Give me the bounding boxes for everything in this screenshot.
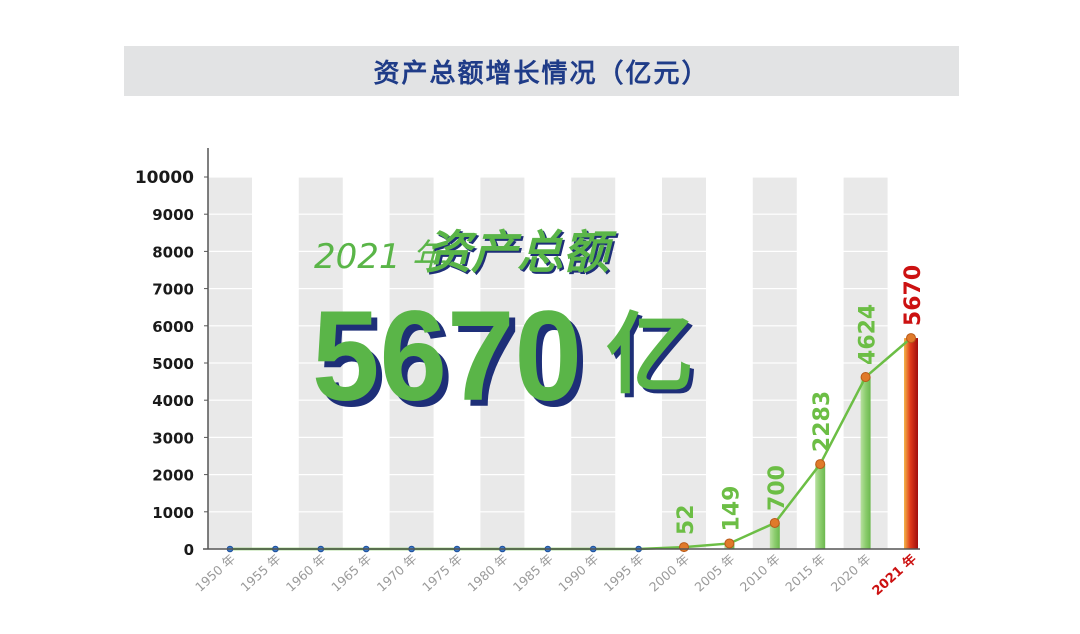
overlay-unit-shadow: 亿	[610, 307, 698, 410]
y-tick-label: 9000	[152, 206, 194, 224]
chart-title-bar: 资产总额增长情况（亿元）	[124, 46, 959, 96]
x-tick-label-2010年: 2010 年	[737, 551, 783, 594]
x-tick-label-1970年: 1970 年	[374, 551, 420, 594]
data-label-2010年: 700	[765, 465, 790, 511]
x-tick-label-1995年: 1995 年	[601, 551, 647, 594]
x-tick-label-2000年: 2000 年	[646, 551, 692, 594]
x-tick-label-2005年: 2005 年	[691, 551, 737, 594]
bar-2021年	[904, 338, 918, 549]
x-tick-label-1985年: 1985 年	[510, 551, 556, 594]
y-tick-label: 5000	[152, 355, 194, 373]
y-tick-label: 8000	[152, 243, 194, 261]
overlay-unit: 亿	[606, 303, 694, 406]
data-label-2005年: 149	[719, 486, 744, 532]
x-tick-label-1955年: 1955 年	[237, 551, 283, 594]
overlay-big-value-shadow: 5670	[318, 291, 588, 434]
overlay-label-text: 资产总额	[425, 225, 617, 279]
overlay-big-value: 5670	[312, 285, 582, 428]
x-tick-label-1960年: 1960 年	[283, 551, 329, 594]
y-tick-label: 1000	[152, 504, 194, 522]
y-tick-label: 7000	[152, 281, 194, 299]
data-label-2021年: 5670	[901, 265, 926, 326]
y-tick-label: 3000	[152, 429, 194, 447]
y-tick-label: 4000	[152, 392, 194, 410]
bar-2020年	[860, 376, 871, 549]
x-tick-label-2020年: 2020 年	[828, 551, 874, 594]
bar-2015年	[815, 464, 826, 549]
y-tick-label: 0	[184, 541, 194, 559]
chart-title: 资产总额增长情况（亿元）	[373, 58, 710, 89]
x-tick-label-1950年: 1950 年	[192, 551, 238, 594]
data-point-2000年	[679, 542, 689, 553]
bar-2010年	[769, 522, 780, 549]
data-point-2021年	[906, 333, 916, 344]
data-label-2020年: 4624	[856, 304, 881, 365]
data-label-2000年: 52	[674, 504, 699, 535]
x-tick-label-1975年: 1975 年	[419, 551, 465, 594]
overlay-label-shadow: 资产总额	[427, 227, 619, 281]
y-tick-label: 6000	[152, 318, 194, 336]
data-point-2020年	[860, 371, 871, 382]
x-tick-label-1980年: 1980 年	[464, 551, 510, 594]
data-point-2010年	[769, 517, 780, 528]
x-tick-label-1990年: 1990 年	[555, 551, 601, 594]
x-tick-label-2015年: 2015 年	[782, 551, 828, 594]
y-tick-label: 10000	[135, 168, 194, 188]
y-tick-label: 2000	[152, 467, 194, 485]
data-point-2015年	[815, 459, 826, 470]
x-tick-label-1965年: 1965 年	[328, 551, 374, 594]
x-tick-label-2021年: 2021 年	[869, 551, 920, 599]
data-point-2005年	[724, 538, 735, 549]
data-label-2015年: 2283	[810, 391, 835, 452]
overlay-year-text: 2021 年	[314, 237, 448, 277]
